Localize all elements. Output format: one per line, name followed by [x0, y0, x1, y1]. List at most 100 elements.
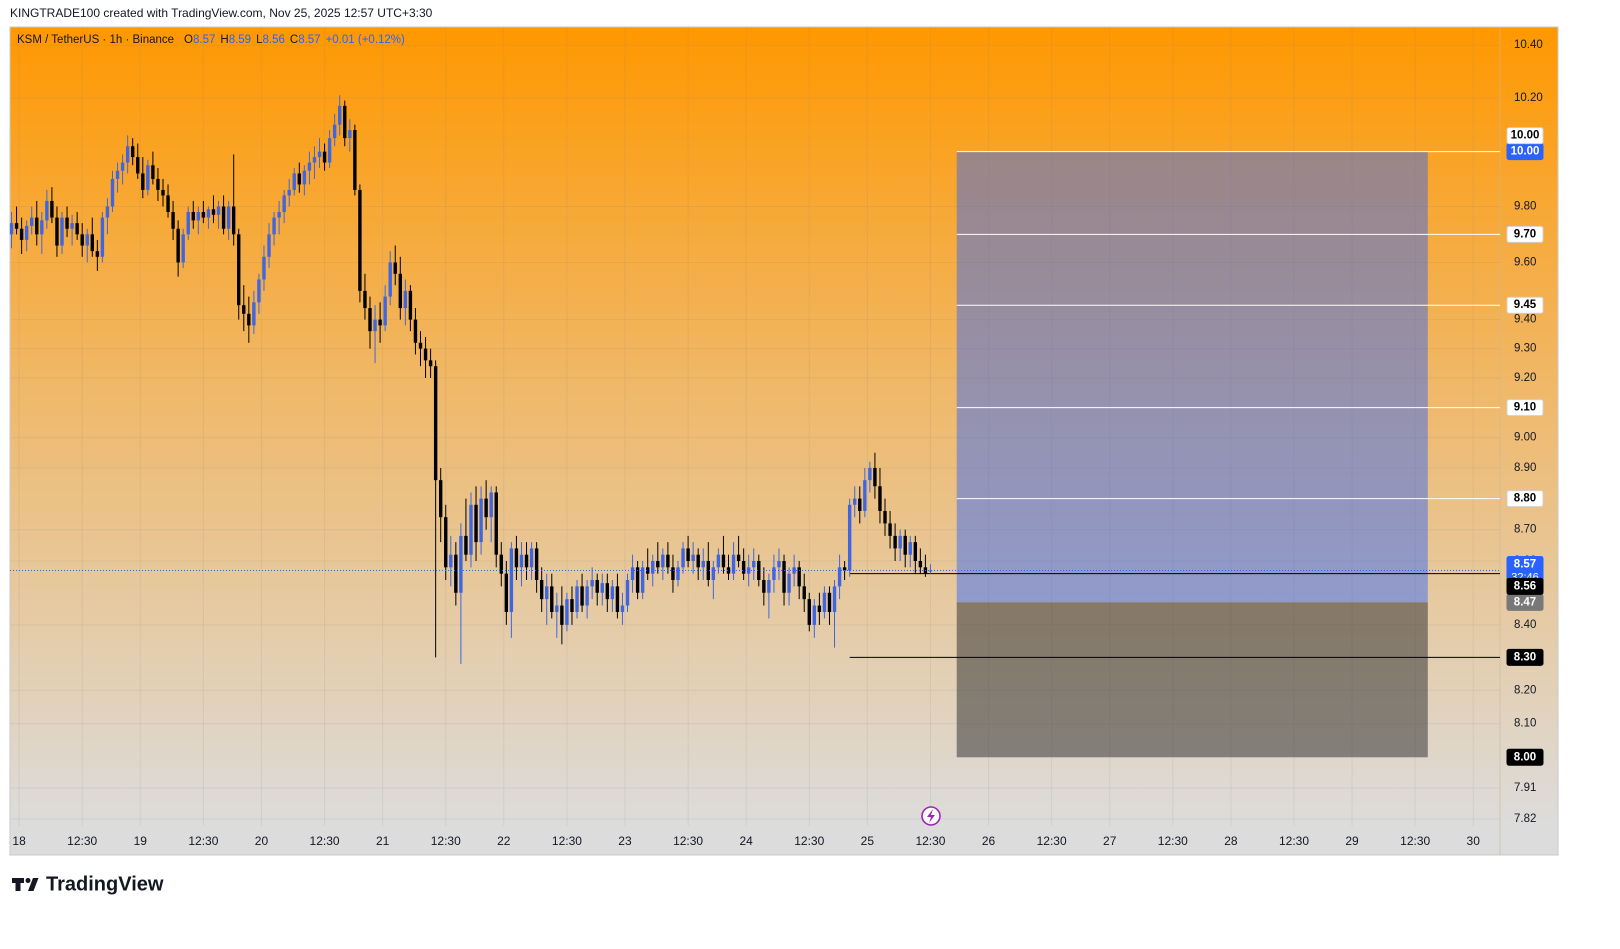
candle-body	[35, 217, 39, 235]
level-label-box	[1506, 577, 1544, 595]
candle-body	[181, 234, 185, 263]
candle-body	[292, 173, 296, 190]
chart-frame	[9, 26, 1559, 856]
candle-body	[610, 586, 615, 600]
candle-body	[903, 535, 907, 555]
candle-body	[9, 223, 14, 235]
x-tick-label: 21	[376, 834, 390, 848]
candle-body	[620, 605, 625, 612]
candle-body	[741, 561, 746, 574]
y-tick-label: 9.30	[1514, 343, 1536, 355]
candle-body	[575, 586, 579, 612]
candle-body	[726, 567, 731, 574]
candle-body	[307, 162, 312, 171]
legend-label: H	[220, 34, 228, 46]
candle-body	[348, 130, 352, 139]
candle-body	[115, 170, 120, 179]
candle-body	[408, 290, 413, 320]
candle-body	[469, 504, 473, 555]
legend-value: 8.57	[298, 34, 320, 46]
candle-body	[438, 480, 443, 518]
candle-body	[716, 554, 721, 568]
candle-body	[50, 200, 54, 218]
candle-body	[651, 561, 655, 574]
candle-body	[136, 157, 140, 174]
candle-body	[388, 262, 392, 297]
candle-body	[499, 554, 503, 574]
candle-body	[45, 200, 49, 221]
candle-body	[555, 605, 559, 612]
candle-body	[676, 567, 680, 581]
stop-label-text: 8.00	[1514, 751, 1536, 763]
candle-body	[772, 567, 776, 581]
candle-body	[550, 586, 554, 612]
x-tick-label: 12:30	[188, 834, 218, 848]
candle-body	[237, 234, 241, 306]
x-tick-label: 12:30	[1400, 834, 1430, 848]
candle-body	[191, 212, 195, 221]
legend-symbol: KSM / TetherUS · 1h · Binance	[17, 34, 174, 46]
y-tick-label: 7.91	[1514, 782, 1536, 794]
x-tick-label: 30	[1467, 834, 1481, 848]
x-tick-label: 25	[861, 834, 875, 848]
candle-body	[196, 212, 201, 221]
candle-body	[257, 279, 261, 303]
candle-body	[696, 554, 700, 568]
x-tick-label: 26	[982, 834, 996, 848]
candle-body	[767, 580, 771, 593]
x-tick-label: 27	[1103, 834, 1117, 848]
y-tick-label: 8.20	[1514, 684, 1536, 696]
candle-body	[272, 217, 276, 235]
candle-body	[368, 308, 372, 332]
candle-body	[827, 592, 832, 612]
candle-body	[534, 548, 539, 581]
candle-body	[918, 561, 923, 568]
candle-body	[580, 586, 584, 606]
alert-icon-bolt[interactable]	[927, 809, 935, 823]
candle-body	[545, 586, 549, 600]
legend-value: 8.56	[262, 34, 284, 46]
candle-body	[161, 189, 165, 196]
candle-body	[393, 262, 397, 274]
candle-body	[883, 510, 887, 524]
candle-body	[474, 504, 478, 543]
brand-name: TradingView	[46, 873, 164, 895]
candle-body	[691, 554, 695, 562]
candle-body	[898, 535, 902, 549]
brand-logo: TradingView	[12, 873, 164, 895]
entry-label-text: 8.47	[1514, 596, 1536, 608]
candle-body	[186, 212, 190, 235]
candle-body	[630, 567, 635, 581]
candle-body	[615, 586, 620, 612]
alert-icon[interactable]	[921, 806, 941, 826]
candle-body	[95, 251, 100, 257]
candle-body	[120, 162, 125, 171]
candle-body	[701, 561, 705, 568]
level-label-box	[1506, 648, 1544, 666]
candle-body	[757, 561, 761, 581]
candle-body	[418, 342, 423, 349]
x-tick-label: 22	[497, 834, 511, 848]
candle-body	[853, 498, 857, 505]
candle-body	[332, 124, 337, 139]
candle-body	[529, 548, 534, 568]
x-tick-label: 20	[255, 834, 269, 848]
candle-body	[80, 234, 84, 246]
candle-body	[711, 567, 716, 581]
candle-body	[125, 146, 130, 163]
candle-body	[297, 173, 302, 185]
candle-body	[868, 467, 872, 481]
candle-body	[247, 313, 251, 326]
candle-body	[721, 554, 726, 568]
candle-body	[75, 223, 79, 235]
y-tick-label: 8.70	[1514, 524, 1536, 536]
candle-body	[590, 580, 594, 587]
level-label-text: 8.30	[1514, 651, 1536, 663]
candle-body	[55, 217, 59, 246]
candle-body	[514, 548, 519, 568]
candle-body	[863, 480, 867, 511]
candle-body	[489, 492, 493, 518]
y-tick-label: 9.00	[1514, 432, 1536, 444]
candle-body	[464, 535, 468, 555]
